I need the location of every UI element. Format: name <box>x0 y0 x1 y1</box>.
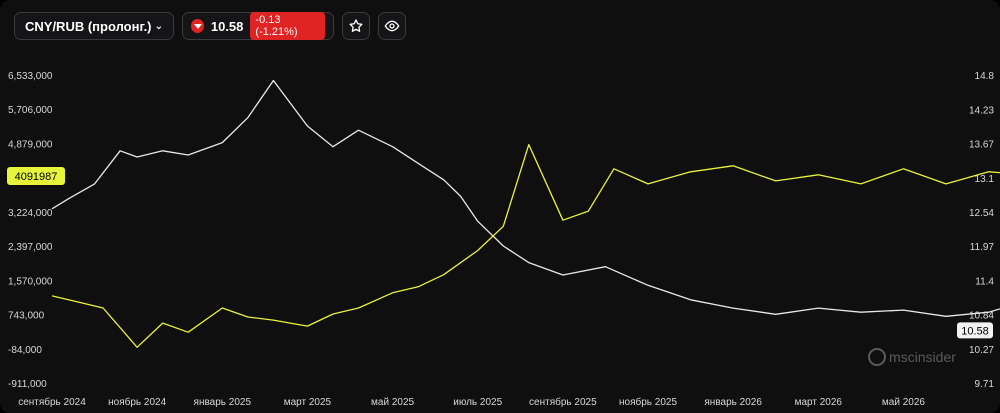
watermark-logo-icon <box>868 348 886 366</box>
x-tick-label: май 2026 <box>882 397 925 408</box>
right-current-label: 10.58 <box>961 325 989 337</box>
left-tick-label: 3,224,000 <box>8 208 53 219</box>
current-price: 10.58 <box>210 18 244 34</box>
favorite-button[interactable] <box>342 12 370 40</box>
x-axis: сентябрь 2024 ноябрь 2024 январь 2025 март … <box>18 396 925 408</box>
left-tick-label: 4,879,000 <box>8 139 53 150</box>
right-series-line <box>51 143 1000 348</box>
right-tick-label: 11.97 <box>970 242 995 253</box>
down-arrow-icon <box>191 19 204 33</box>
right-tick-label: 9.71 <box>975 379 995 390</box>
price-change: -0.13 (-1.21%) <box>250 12 325 40</box>
right-tick-label: 12.54 <box>969 208 994 219</box>
left-tick-label: 5,706,000 <box>8 105 53 116</box>
x-tick-label: июль 2025 <box>453 397 502 408</box>
watermark: mscinsider <box>868 348 956 366</box>
left-current-badge <box>7 166 65 185</box>
watermark-text: mscinsider <box>889 349 956 365</box>
right-tick-label: 13.67 <box>969 139 994 150</box>
left-tick-label: 743,000 <box>8 311 45 322</box>
series-layer <box>51 79 1000 348</box>
x-tick-label: март 2025 <box>284 397 332 408</box>
star-icon <box>349 19 363 32</box>
left-tick-label: -84,000 <box>8 345 42 356</box>
left-tick-label: 2,397,000 <box>8 242 53 253</box>
watch-button[interactable] <box>378 12 406 40</box>
left-tick-label: 6,533,000 <box>8 71 53 82</box>
left-current-label: 4091987 <box>15 171 58 183</box>
symbol-selector[interactable]: CNY/RUB (пролонг.) ⌄ <box>14 12 174 40</box>
left-tick-label: -911,000 <box>8 379 47 390</box>
x-tick-label: сентябрь 2025 <box>529 396 597 408</box>
price-badge: 10.58 -0.13 (-1.21%) <box>182 12 334 40</box>
left-tick-label: 1,570,000 <box>8 276 53 287</box>
x-tick-label: ноябрь 2024 <box>108 396 166 408</box>
left-series-line <box>51 79 1000 317</box>
right-tick-label: 10.84 <box>969 311 994 322</box>
eye-icon <box>384 20 400 32</box>
x-tick-label: сентябрь 2024 <box>18 396 86 408</box>
x-tick-label: март 2026 <box>795 397 843 408</box>
right-tick-label: 10.27 <box>969 345 994 356</box>
right-current-badge <box>957 322 993 339</box>
right-tick-label: 14.8 <box>975 71 995 82</box>
right-tick-label: 11.4 <box>975 277 994 288</box>
x-tick-label: январь 2026 <box>704 397 762 408</box>
value-badges: 4091987 10.58 <box>7 166 993 339</box>
chevron-down-icon: ⌄ <box>154 20 163 32</box>
right-tick-label: 14.23 <box>969 105 994 116</box>
left-axis: 6,533,000 5,706,000 4,879,000 3,224,000 2,39… <box>8 71 53 390</box>
right-axis: 14.8 14.23 13.67 13.1 12.54 11.97 11.4 10.84 10.… <box>969 71 994 390</box>
x-tick-label: ноябрь 2025 <box>619 396 677 408</box>
chart-toolbar: CNY/RUB (пролонг.) ⌄ 10.58 -0.13 (-1.21%… <box>14 11 406 41</box>
symbol-label: CNY/RUB (пролонг.) <box>25 18 152 34</box>
right-tick-label: 13.1 <box>975 174 995 185</box>
x-tick-label: май 2025 <box>371 397 414 408</box>
x-tick-label: январь 2025 <box>194 397 252 408</box>
